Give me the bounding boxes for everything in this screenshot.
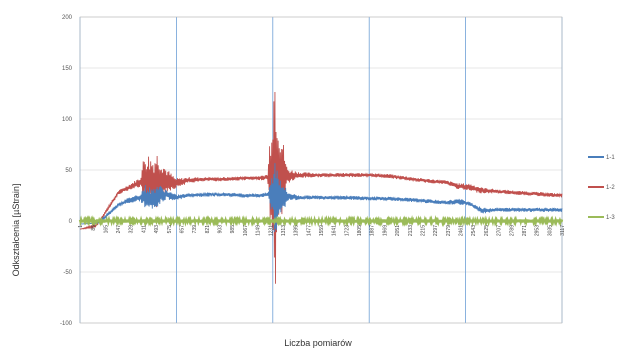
y-tick-label: 100 [62,117,73,123]
x-tick-label: 1641 [332,225,338,236]
x-tick-label: 2461 [459,225,465,236]
plot-border [79,16,563,324]
x-tick-label: 3117 [560,225,566,236]
x-tick-label: 2871 [522,225,528,236]
x-tick-label: 1067 [243,225,249,236]
x-tick-label: 1395 [294,225,300,236]
legend: 1-1 1-2 1-3 [588,155,615,221]
x-tick-label: 2379 [446,225,452,236]
series-line-1-3 [78,214,564,228]
x-tick-label: 85 [91,225,97,231]
y-tick-label: 50 [65,168,72,174]
legend-label: 1-3 [606,215,615,221]
series-line-1-1 [79,163,563,232]
series-line-1-2 [79,92,563,284]
x-tick-label: 2707 [497,225,503,236]
x-tick-label: 165 [103,225,109,234]
y-tick-label: 150 [62,66,73,72]
y-axis-ticks: -100 -50 0 50 100 150 200 [60,15,73,327]
x-tick-label: 329 [129,225,135,234]
x-tick-label: 2789 [509,225,515,236]
y-tick-label: -50 [63,270,72,276]
x-tick-label: 1805 [357,225,363,236]
x-tick-label: 821 [205,225,211,234]
legend-label: 1-1 [606,155,615,161]
x-tick-label: 1723 [344,225,350,236]
x-tick-label: 2133 [408,225,414,236]
x-tick-label: 1 [78,225,84,228]
x-tick-label: 2297 [433,225,439,236]
legend-label: 1-2 [606,185,615,191]
y-tick-label: -100 [60,321,73,327]
x-tick-label: 657 [180,225,186,234]
x-tick-label: 1559 [319,225,325,236]
x-tick-label: 575 [167,225,173,234]
x-tick-label: 1969 [382,225,388,236]
x-tick-label: 1313 [281,225,287,236]
x-tick-label: 985 [230,225,236,234]
x-tick-label: 739 [192,225,198,234]
x-tick-label: 3035 [547,225,553,236]
x-axis-title: Liczba pomiarów [284,338,352,348]
y-tick-label: 200 [62,15,73,21]
x-tick-label: 411 [141,225,147,233]
x-tick-label: 1887 [370,225,376,236]
x-tick-label: 2625 [484,225,490,236]
x-axis-ticks: 1 85 165 247 329 411 493 575 657 739 821 903 985 1067… [78,225,566,236]
y-tick-label: 0 [69,219,73,225]
gridlines [79,16,563,324]
x-tick-label: 1149 [256,225,262,236]
y-axis-title: Odkształcenia [µStrain] [11,184,21,277]
x-tick-label: 2051 [395,225,401,236]
x-tick-label: 247 [116,225,122,234]
x-tick-label: 1231 [268,225,274,236]
x-tick-label: 1477 [306,225,312,236]
x-tick-label: 2215 [421,225,427,236]
x-tick-label: 2543 [471,225,477,236]
x-tick-label: 493 [154,225,160,234]
series-layer [78,92,564,284]
x-tick-label: 2953 [535,225,541,236]
x-tick-label: 903 [218,225,224,234]
